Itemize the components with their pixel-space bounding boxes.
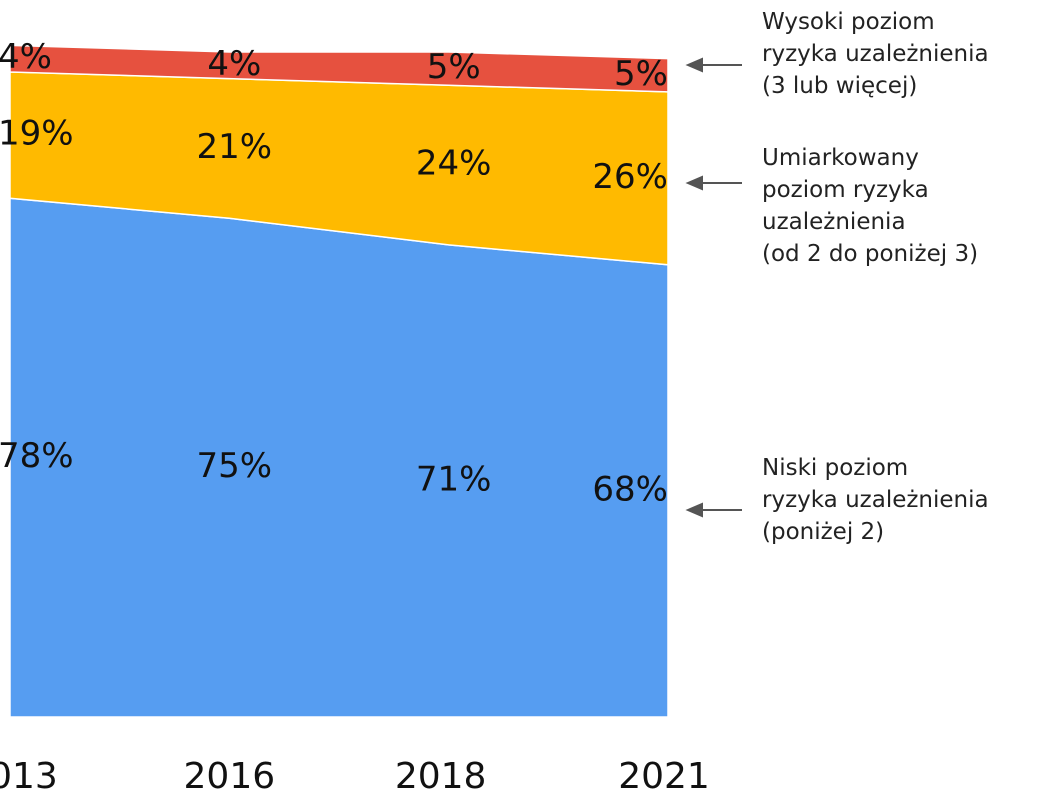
- legend-entry: Niski poziom ryzyka uzależnienia (poniże…: [762, 455, 989, 545]
- arrow-head: [685, 175, 703, 191]
- legend-entry: Umiarkowany poziom ryzyka uzależnienia (…: [762, 145, 979, 267]
- plot: [9, 44, 669, 718]
- area: [9, 44, 669, 93]
- x-tick-label: 2018: [395, 756, 487, 797]
- data-label: 24%: [416, 144, 492, 184]
- data-label: 68%: [592, 469, 668, 509]
- legend-arrows: [685, 57, 742, 518]
- data-label: 19%: [0, 114, 74, 154]
- x-tick-label: 2016: [184, 756, 276, 797]
- labels: 78% 75% 71% 68% 19% 21% 24% 26% 4% 4% 5% 5% 2013 2016…: [0, 37, 710, 797]
- data-label: 5%: [427, 47, 481, 87]
- data-label: 5%: [614, 54, 668, 94]
- area: [9, 197, 669, 718]
- x-tick-label: 2021: [618, 756, 710, 797]
- legend-entry: Wysoki poziom ryzyka uzależnienia (3 lub…: [762, 9, 989, 99]
- x-tick-label: 2013: [0, 756, 58, 797]
- data-label: 4%: [0, 37, 52, 77]
- data-label: 71%: [416, 459, 492, 499]
- data-label: 4%: [207, 44, 261, 84]
- data-label: 26%: [592, 157, 668, 197]
- data-label: 75%: [197, 446, 273, 486]
- data-label: 21%: [197, 127, 273, 167]
- arrow-head: [685, 57, 703, 73]
- arrow-head: [685, 502, 703, 518]
- data-label: 78%: [0, 436, 74, 476]
